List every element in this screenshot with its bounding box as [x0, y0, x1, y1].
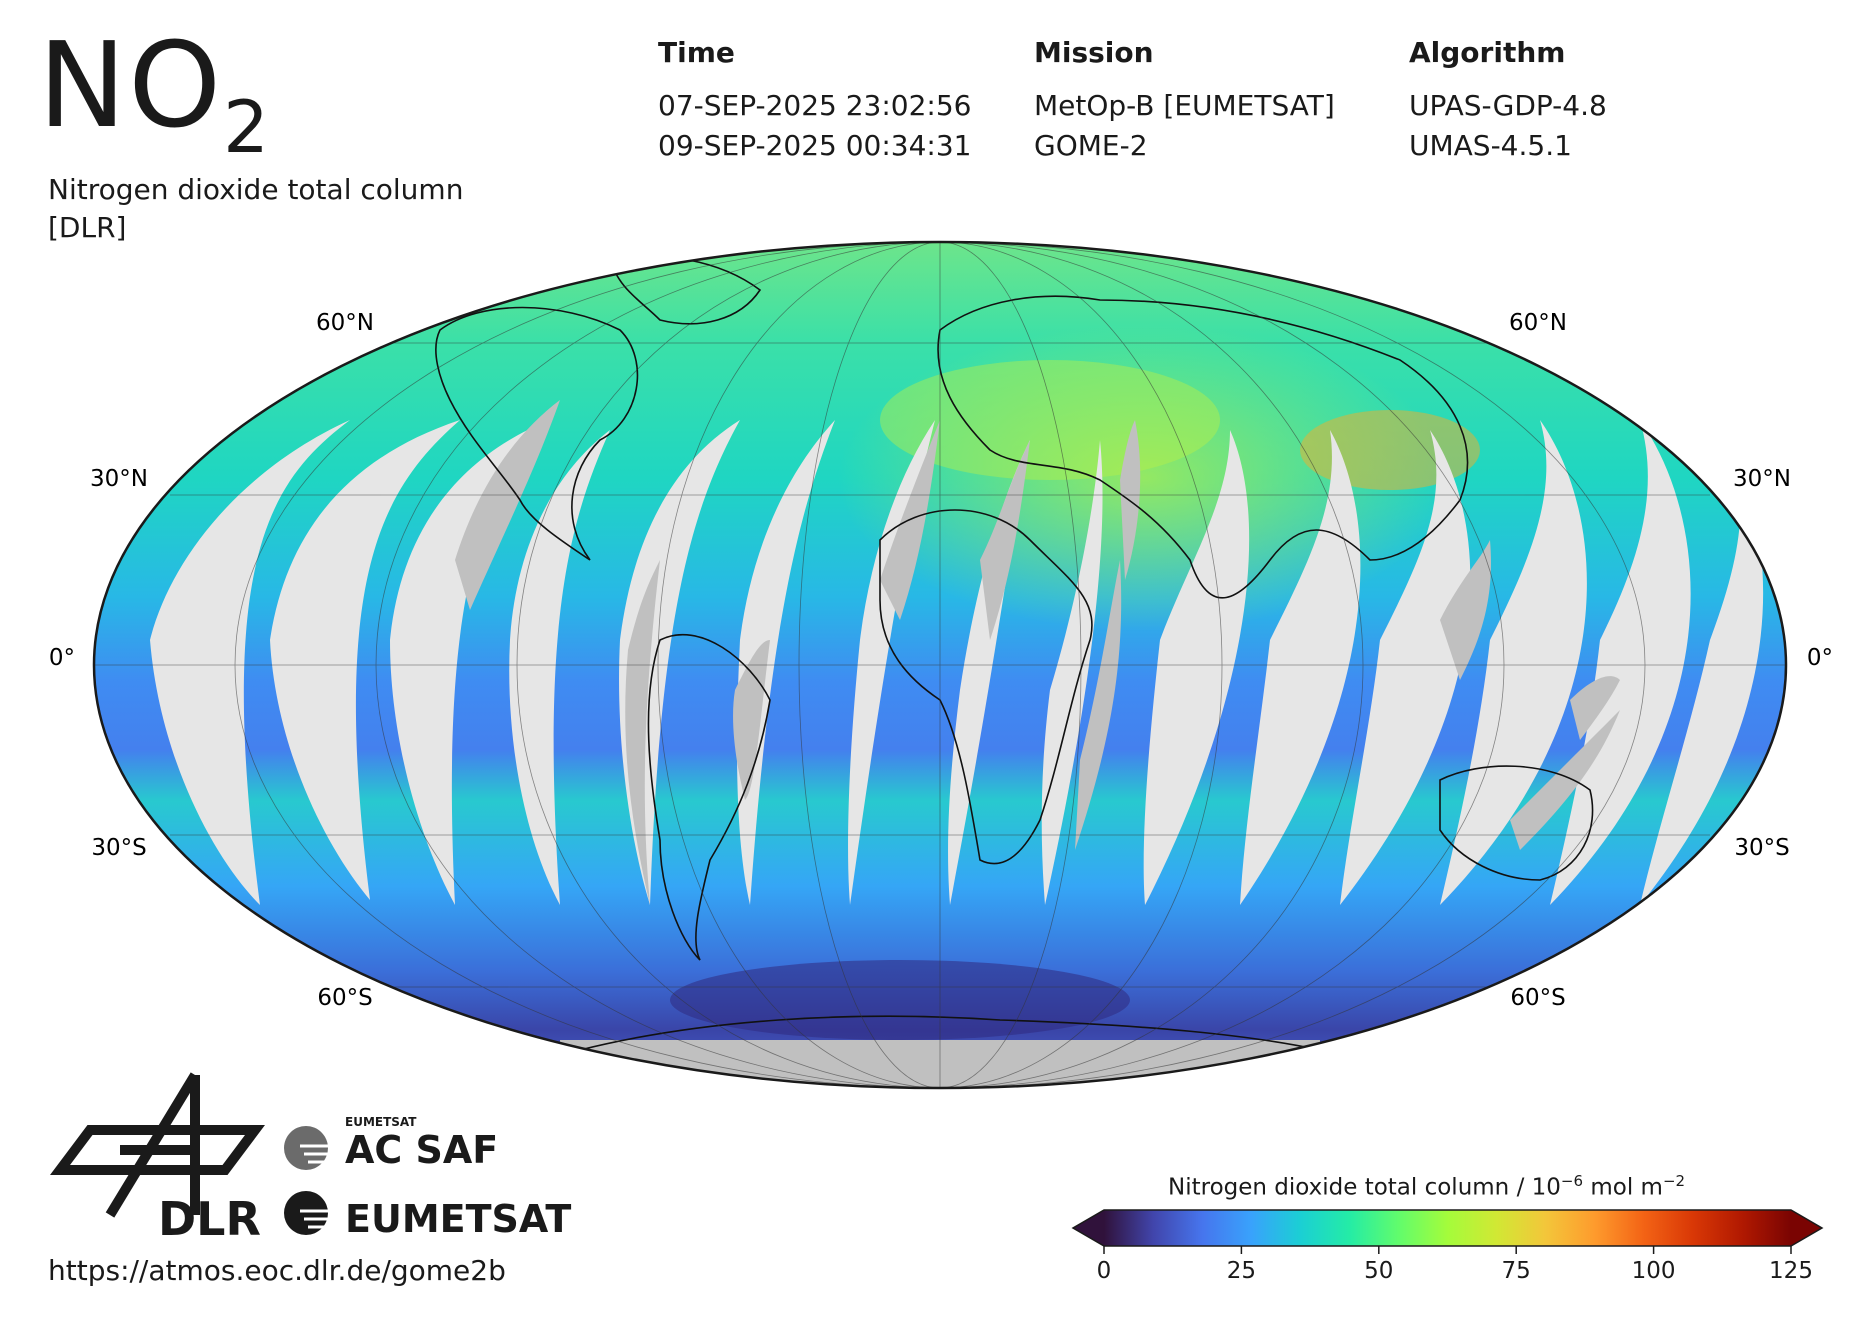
- colorbar-ticks: [1103, 1246, 1792, 1254]
- title-main: NO: [38, 16, 224, 154]
- no-data-stripe-6: [1075, 560, 1122, 850]
- acsaf-logo-lines: [300, 1144, 334, 1164]
- eumetsat-logo-text: EUMETSAT: [345, 1197, 571, 1241]
- no-data-stripe-9: [1510, 710, 1620, 850]
- colorbar-extend-max: [1791, 1210, 1822, 1246]
- lat-label-eq-left: 0°: [49, 645, 75, 671]
- low-no2-antarctic: [670, 960, 1130, 1040]
- coastline-north-america: [435, 306, 639, 561]
- no-data-stripe-2: [625, 560, 660, 905]
- algorithm-label: Algorithm: [1409, 36, 1566, 69]
- time-label: Time: [658, 36, 735, 69]
- meridian-30: [798, 242, 1082, 1088]
- title-subscript: 2: [223, 85, 271, 169]
- map-field: [94, 242, 1786, 1088]
- orbit-gap-5: [619, 420, 740, 905]
- product-title: NO2: [38, 26, 271, 169]
- colorbar-tick-label: 75: [1501, 1258, 1531, 1284]
- acsaf-logo-mark: [284, 1126, 328, 1170]
- orbit-gap-13: [1440, 420, 1587, 905]
- mission-platform: MetOp-B [EUMETSAT]: [1034, 89, 1335, 122]
- orbit-gap-15: [1640, 450, 1764, 905]
- lat-label-30n-left: 30°N: [90, 466, 148, 492]
- colorbar-title: Nitrogen dioxide total column / 10−6 mol…: [1168, 1172, 1685, 1201]
- source-url-link[interactable]: https://atmos.eoc.dlr.de/gome2b: [48, 1254, 506, 1287]
- algorithm-level1: UMAS-4.5.1: [1409, 129, 1572, 162]
- orbit-gap-3: [390, 420, 550, 905]
- colorbar-tick-label: 0: [1096, 1258, 1112, 1284]
- colorbar-title-unit: mol m: [1583, 1174, 1663, 1201]
- orbit-gap-12: [1340, 430, 1471, 905]
- colorbar-tick-label: 25: [1226, 1258, 1257, 1284]
- eumetsat-logo-mark: [284, 1191, 328, 1235]
- dlr-logo-text: DLR: [158, 1192, 261, 1246]
- meridian-150: [234, 242, 1646, 1088]
- eumetsat-logo-lines: [300, 1209, 334, 1229]
- colorbar-tick-label: 100: [1631, 1258, 1676, 1284]
- graticule: [94, 242, 1786, 1088]
- orbit-gap-11: [1240, 430, 1361, 905]
- colorbar-title-text: Nitrogen dioxide total column / 10: [1168, 1174, 1561, 1201]
- colorbar-tick-label: 125: [1769, 1258, 1813, 1284]
- subtitle-line1: Nitrogen dioxide total column: [48, 173, 464, 206]
- lat-label-60n-right: 60°N: [1509, 310, 1567, 336]
- colorbar-title-unit-exponent: −2: [1662, 1172, 1686, 1190]
- time-end: 09-SEP-2025 00:34:31: [658, 129, 972, 162]
- no-data-stripe-1: [455, 400, 560, 610]
- no-data-stripes: [455, 400, 1620, 905]
- acsaf-logo-text: AC SAF: [345, 1128, 498, 1172]
- mission-instrument: GOME-2: [1034, 129, 1148, 162]
- mission-label: Mission: [1034, 36, 1154, 69]
- acsaf-logo-small-text: EUMETSAT: [345, 1115, 417, 1129]
- lat-label-60s-right: 60°S: [1510, 985, 1565, 1011]
- lat-label-eq-right: 0°: [1807, 645, 1833, 671]
- orbit-gap-9: [1041, 440, 1103, 905]
- eumetsat-logo: EUMETSAT: [284, 1191, 571, 1241]
- meridian-60: [657, 242, 1223, 1088]
- orbit-gap-1: [150, 420, 350, 905]
- algorithm-level2: UPAS-GDP-4.8: [1409, 89, 1607, 122]
- coastline-australia: [1439, 765, 1594, 881]
- orbit-gap-2: [270, 420, 460, 900]
- orbit-gap-14: [1550, 420, 1691, 905]
- colorbar: [1071, 1209, 1824, 1254]
- no-data-stripe-10: [1570, 676, 1620, 740]
- coastline-eurasia: [937, 295, 1469, 599]
- lat-label-60n-left: 60°N: [316, 310, 374, 336]
- time-start: 07-SEP-2025 23:02:56: [658, 89, 972, 122]
- no-data-stripe-8: [1440, 540, 1491, 680]
- acsaf-logo: EUMETSAT AC SAF: [284, 1115, 498, 1172]
- lat-label-30n-right: 30°N: [1733, 466, 1791, 492]
- colorbar-scale: [1104, 1210, 1791, 1246]
- colorbar-extend-min: [1073, 1210, 1104, 1246]
- colorbar-tick-label: 50: [1364, 1258, 1394, 1284]
- lat-label-60s-left: 60°S: [317, 985, 372, 1011]
- colorbar-title-exponent: −6: [1560, 1172, 1584, 1190]
- subtitle-line2: [DLR]: [48, 211, 127, 244]
- map-outline: [92, 240, 1788, 1090]
- meridian-90: [516, 242, 1364, 1088]
- no-data-stripe-3: [733, 640, 770, 800]
- meridian-120: [375, 242, 1505, 1088]
- lat-label-30s-left: 30°S: [91, 835, 146, 861]
- dlr-logo: DLR: [50, 1072, 265, 1246]
- orbit-gap-10: [1143, 430, 1250, 905]
- orbit-gaps: [150, 420, 1764, 905]
- orbit-gap-7: [848, 420, 935, 905]
- coastline-south-america: [647, 634, 771, 961]
- coastline-antarctica: [579, 1015, 1321, 1051]
- no-data-stripe-5: [980, 440, 1030, 640]
- lat-label-30s-right: 30°S: [1734, 835, 1789, 861]
